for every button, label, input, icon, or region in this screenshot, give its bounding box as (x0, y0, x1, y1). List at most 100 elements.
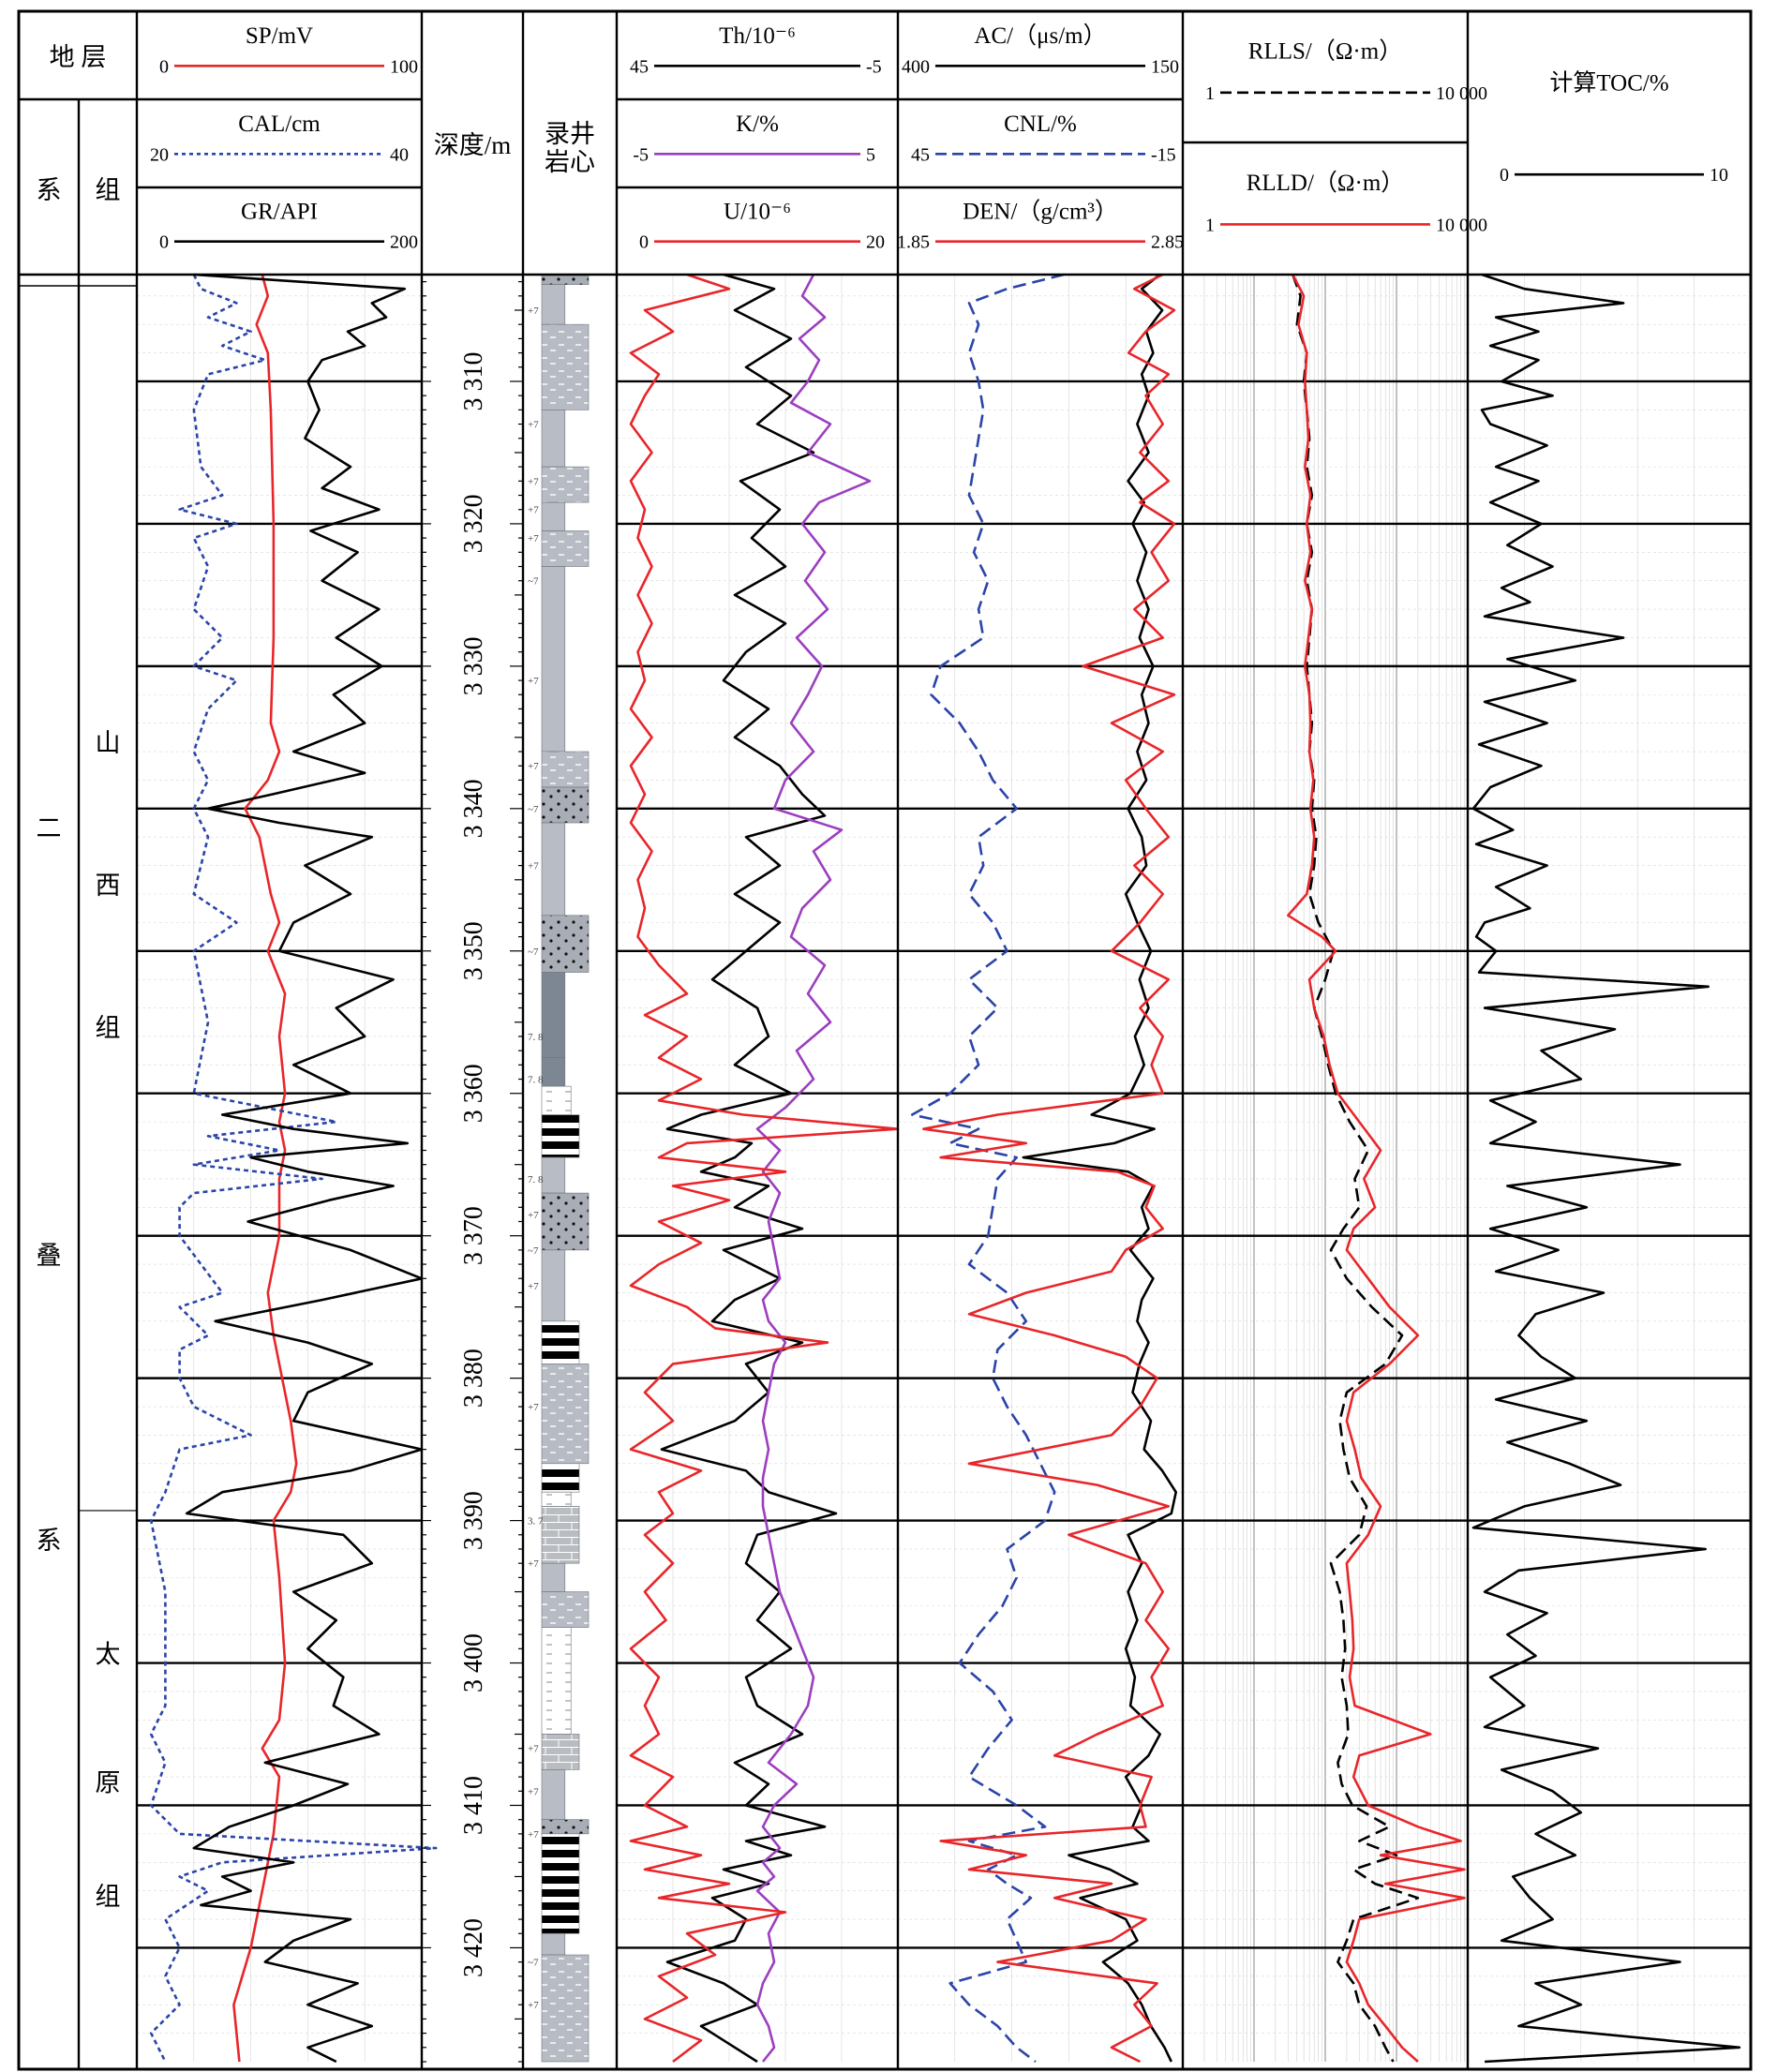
depth-label: 3 370 (459, 1206, 488, 1265)
curve-name-2-2: DEN/（g/cm³） (963, 198, 1118, 224)
depth-label: 3 400 (459, 1633, 488, 1692)
core-label: 3. 7 (528, 1516, 544, 1528)
header-system: 系 (37, 176, 62, 204)
scale-min-0-1: 20 (150, 144, 169, 165)
depth-label: 3 360 (459, 1064, 488, 1123)
curve-name-1-2: U/10⁻⁶ (724, 199, 791, 224)
lithology-bed (541, 915, 590, 973)
scale-min-1-1: -5 (633, 144, 649, 165)
curve-name-2-1: CNL/% (1004, 112, 1077, 137)
lithology-bed (541, 501, 566, 531)
curve-1 (149, 274, 438, 2063)
curve-9 (1292, 274, 1420, 2063)
core-label: ~7 (528, 1958, 539, 1969)
curve-name-1-0: Th/10⁻⁶ (719, 23, 796, 49)
lithology-bed (541, 1192, 590, 1251)
lithology-bed (541, 972, 566, 1059)
formation-char: 组 (96, 1883, 121, 1911)
lithology-bed (541, 1085, 572, 1115)
curve-4 (755, 274, 872, 2063)
curve-name-0-0: SP/mV (246, 23, 313, 49)
core-label: ~7 (528, 576, 539, 588)
formation-char: 组 (96, 1014, 121, 1042)
curve-layer (149, 273, 1741, 2064)
core-label: +7 (528, 505, 539, 516)
header-stratum: 地 层 (50, 43, 107, 71)
core-label: +7 (528, 676, 539, 687)
lithology-column: +7 +7 +7 +7 +7 ~7 +7 +7 ~7 +7 ~7 7. 8 7. 8 7. 8 +7 ~7 +7… (528, 274, 590, 2063)
curve-0 (232, 274, 298, 2063)
core-label: +7 (528, 1786, 539, 1797)
lithology-bed (541, 1769, 566, 1820)
depth-label: 3 420 (459, 1918, 488, 1977)
scale-max-0-0: 100 (390, 56, 418, 77)
scale-max-2-1: -15 (1151, 144, 1176, 165)
scale-max-2-2: 2.85 (1151, 232, 1184, 253)
scale-min-2-2: 1.85 (897, 232, 930, 253)
curve-11 (1471, 273, 1741, 2064)
lithology-bed (541, 751, 590, 788)
curve-name-3-0: RLLS/（Ω·m） (1248, 37, 1402, 64)
formation-char: 西 (96, 872, 121, 900)
curve-8 (922, 273, 1176, 2064)
scale-max-3-1: 10 000 (1436, 215, 1487, 235)
curve-name-0-2: GR/API (241, 199, 318, 224)
core-header-1: 录井 (545, 120, 595, 148)
grid-layer (137, 275, 1751, 2062)
system-char: 系 (37, 1527, 62, 1555)
lithology-bed (541, 1114, 580, 1158)
core-label: +7 (528, 1210, 539, 1221)
scale-min-2-1: 45 (911, 144, 930, 165)
depth-label: 3 320 (459, 494, 488, 553)
depth-header: 深度/m (434, 131, 512, 159)
formation-char: 原 (96, 1768, 121, 1796)
core-label: +7 (528, 1281, 539, 1292)
curve-name-4-0: 计算TOC/% (1549, 69, 1668, 96)
scale-min-4-0: 0 (1500, 165, 1509, 186)
core-label: 7. 8 (528, 1075, 544, 1086)
frame-layer (17, 9, 1753, 2071)
curve-name-1-1: K/% (736, 112, 779, 137)
scale-max-1-0: -5 (866, 56, 882, 77)
lithology-bed (541, 323, 590, 410)
outer-border (17, 9, 1753, 2071)
lithology-bed (541, 466, 590, 503)
core-label: +7 (528, 761, 539, 772)
core-label: +7 (528, 1829, 539, 1841)
header-formation: 组 (96, 176, 121, 204)
formation-char: 太 (96, 1641, 121, 1669)
core-label: +7 (528, 2000, 539, 2011)
curve-3 (660, 273, 838, 2064)
lithology-bed (541, 1463, 580, 1493)
curve-name-2-0: AC/（μs/m） (974, 22, 1106, 49)
lithology-bed (541, 410, 566, 468)
core-header-2: 岩心 (545, 148, 595, 176)
scale-max-0-1: 40 (390, 144, 409, 165)
scale-max-3-0: 10 000 (1436, 83, 1487, 104)
lithology-bed (541, 1734, 580, 1770)
scale-min-3-0: 1 (1205, 83, 1215, 104)
lithology-bed (541, 1591, 590, 1628)
lithology-bed (541, 1627, 572, 1735)
scale-min-0-0: 0 (159, 56, 169, 77)
lithology-bed (541, 1320, 580, 1364)
core-label: +7 (528, 1402, 539, 1413)
scale-max-1-1: 5 (866, 144, 875, 165)
scale-max-0-2: 200 (390, 232, 418, 253)
scale-max-2-0: 150 (1151, 56, 1179, 77)
core-label: +7 (528, 1558, 539, 1570)
lithology-bed (541, 1932, 566, 1956)
curve-name-3-1: RLLD/（Ω·m） (1247, 170, 1405, 196)
formation-char: 山 (96, 729, 121, 757)
core-label: ~7 (528, 1245, 539, 1257)
depth-label: 3 330 (459, 636, 488, 695)
lithology-bed (541, 822, 566, 917)
lithology-bed (541, 274, 590, 285)
lithology-bed (541, 1057, 566, 1087)
depth-label: 3 340 (459, 779, 488, 838)
depth-label: 3 380 (459, 1349, 488, 1408)
depth-label: 3 350 (459, 921, 488, 980)
curve-6 (1022, 273, 1177, 2063)
